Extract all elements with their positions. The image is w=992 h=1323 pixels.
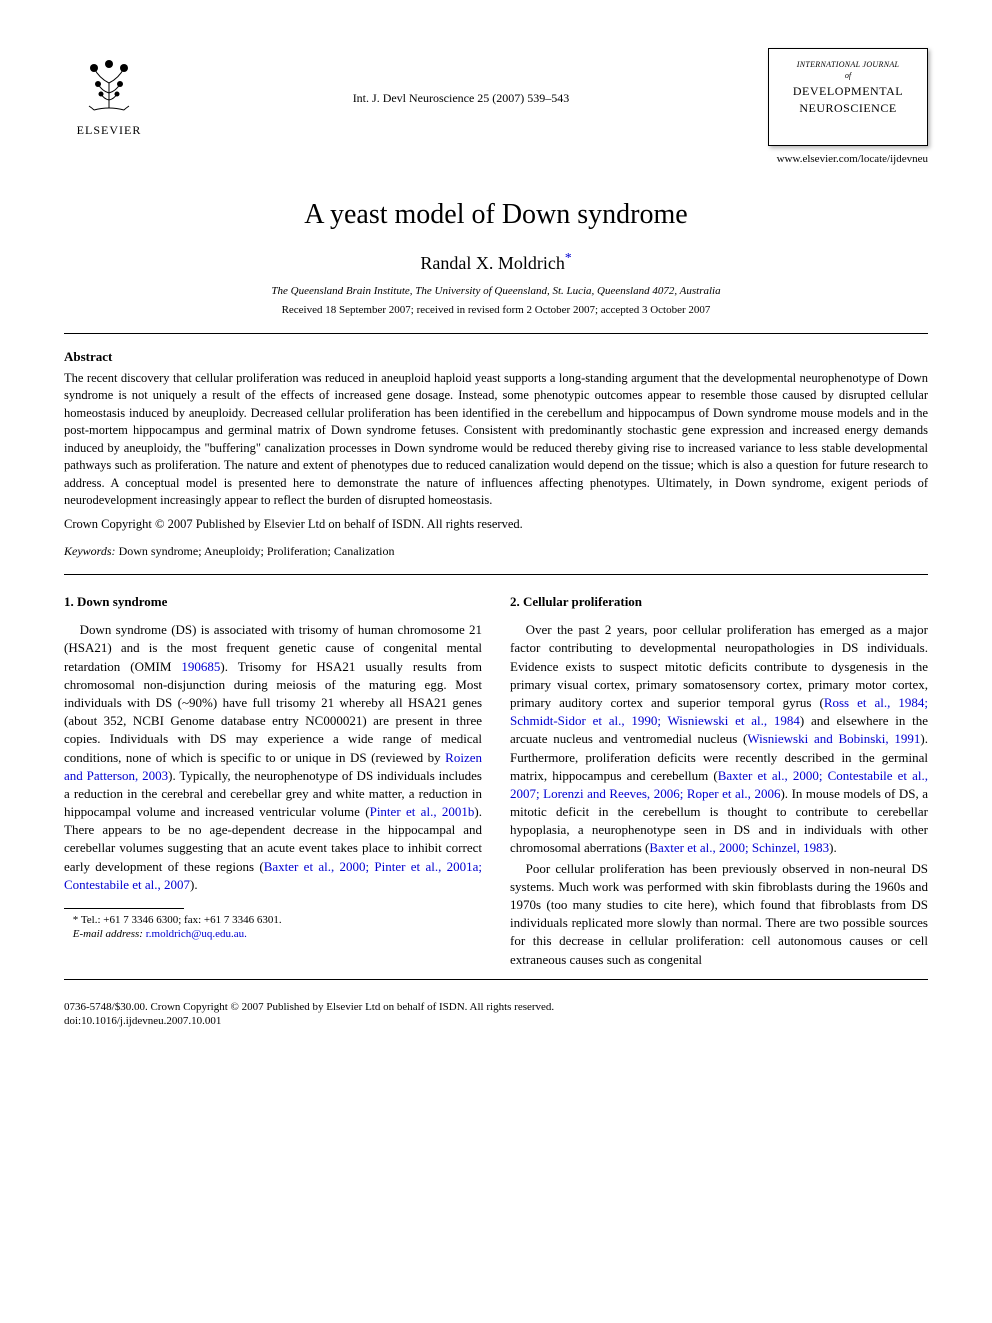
author-line: Randal X. Moldrich* xyxy=(64,249,928,276)
publisher-logo-block: ELSEVIER xyxy=(64,48,154,139)
publisher-name: ELSEVIER xyxy=(64,122,154,139)
text-run: ). Trisomy for HSA21 usually results fro… xyxy=(64,659,482,765)
footnote-email-line: E-mail address: r.moldrich@uq.edu.au. xyxy=(64,927,482,941)
journal-url: www.elsevier.com/locate/ijdevneu xyxy=(768,152,928,167)
journal-brand-column: INTERNATIONAL JOURNAL of DEVELOPMENTAL N… xyxy=(768,48,928,167)
section-1-para-1: Down syndrome (DS) is associated with tr… xyxy=(64,621,482,894)
section-2-para-2: Poor cellular proliferation has been pre… xyxy=(510,860,928,969)
doi-line: doi:10.1016/j.ijdevneu.2007.10.001 xyxy=(64,1014,928,1028)
keywords-text: Down syndrome; Aneuploidy; Proliferation… xyxy=(116,544,395,558)
journal-line-4: NEUROSCIENCE xyxy=(773,100,923,117)
divider-rule-2 xyxy=(64,574,928,575)
bottom-rule xyxy=(64,979,928,980)
author-name: Randal X. Moldrich xyxy=(420,253,564,273)
abstract-copyright: Crown Copyright © 2007 Published by Else… xyxy=(64,516,928,534)
keywords-line: Keywords: Down syndrome; Aneuploidy; Pro… xyxy=(64,543,928,560)
citation-link[interactable]: Wisniewski and Bobinski, 1991 xyxy=(747,731,920,746)
citation-link[interactable]: Baxter et al., 2000; Schinzel, 1983 xyxy=(649,840,829,855)
section-1-heading: 1. Down syndrome xyxy=(64,593,482,611)
footnote-tel-fax: * Tel.: +61 7 3346 6300; fax: +61 7 3346… xyxy=(64,913,482,927)
citation-link[interactable]: Pinter et al., 2001b xyxy=(370,804,475,819)
running-head-citation: Int. J. Devl Neuroscience 25 (2007) 539–… xyxy=(154,48,768,107)
body-columns: 1. Down syndrome Down syndrome (DS) is a… xyxy=(64,589,928,971)
journal-title-box: INTERNATIONAL JOURNAL of DEVELOPMENTAL N… xyxy=(768,48,928,146)
issn-copyright-line: 0736-5748/$30.00. Crown Copyright © 2007… xyxy=(64,1000,928,1014)
abstract-body: The recent discovery that cellular proli… xyxy=(64,370,928,510)
article-dates: Received 18 September 2007; received in … xyxy=(64,303,928,318)
page-footer-block: 0736-5748/$30.00. Crown Copyright © 2007… xyxy=(64,1000,928,1029)
doi-text: doi:10.1016/j.ijdevneu.2007.10.001 xyxy=(64,1015,221,1027)
footnote-email-link[interactable]: r.moldrich@uq.edu.au. xyxy=(143,928,247,940)
corresponding-footnote: * Tel.: +61 7 3346 6300; fax: +61 7 3346… xyxy=(64,913,482,942)
corresponding-author-marker: * xyxy=(565,250,572,265)
text-run: ). xyxy=(829,840,837,855)
journal-line-2: of xyxy=(773,70,923,81)
divider-rule xyxy=(64,333,928,334)
keywords-label: Keywords: xyxy=(64,544,116,558)
journal-line-3: DEVELOPMENTAL xyxy=(773,83,923,100)
article-title: A yeast model of Down syndrome xyxy=(64,195,928,234)
section-2-para-1: Over the past 2 years, poor cellular pro… xyxy=(510,621,928,857)
affiliation: The Queensland Brain Institute, The Univ… xyxy=(64,284,928,299)
footnote-rule xyxy=(64,908,184,909)
section-2-heading: 2. Cellular proliferation xyxy=(510,593,928,611)
page-header: ELSEVIER Int. J. Devl Neuroscience 25 (2… xyxy=(64,48,928,167)
citation-link[interactable]: 190685 xyxy=(181,659,220,674)
abstract-heading: Abstract xyxy=(64,348,928,366)
footnote-email-label: E-mail address: xyxy=(73,928,143,940)
journal-line-1: INTERNATIONAL JOURNAL xyxy=(773,59,923,70)
elsevier-tree-icon xyxy=(74,48,144,118)
text-run: ). xyxy=(190,877,198,892)
